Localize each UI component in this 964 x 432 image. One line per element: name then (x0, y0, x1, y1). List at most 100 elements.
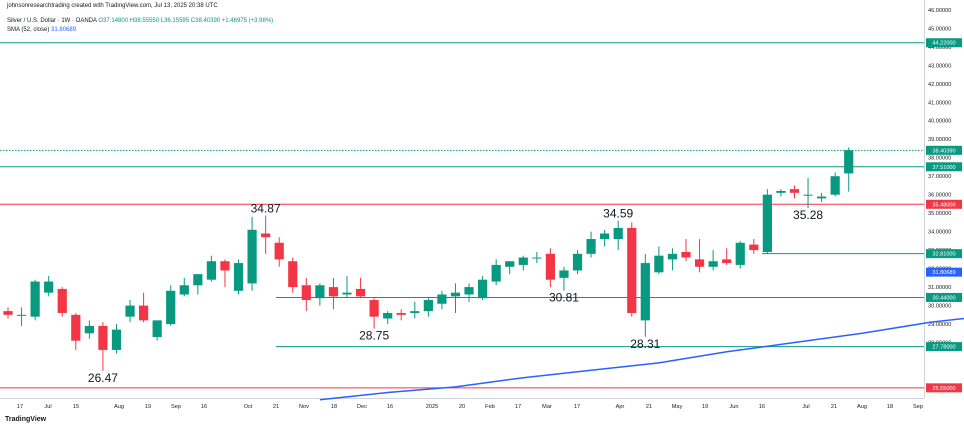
candle-body[interactable] (559, 270, 569, 278)
candle-body[interactable] (328, 287, 339, 297)
price-annotation: 30.81 (549, 291, 579, 305)
candle-body[interactable] (613, 227, 623, 240)
candle-body[interactable] (423, 300, 433, 312)
candle-body[interactable] (274, 242, 284, 260)
candle-body[interactable] (179, 285, 189, 295)
candle-body[interactable] (410, 311, 420, 313)
candle-body[interactable] (125, 305, 135, 317)
ohlc-values: O37.14800 H38.55550 L36.15595 C38.40390 … (98, 18, 274, 24)
candle-body[interactable] (735, 242, 745, 265)
candle-body[interactable] (789, 189, 800, 193)
price-label-box (926, 162, 962, 172)
price-label-box (926, 342, 962, 352)
price-label-text: 38.40390 (932, 148, 955, 154)
candle-body[interactable] (627, 227, 637, 313)
candle-body[interactable] (396, 312, 406, 315)
candle-body[interactable] (586, 239, 596, 254)
candle-body[interactable] (817, 196, 827, 199)
candle-body[interactable] (830, 176, 840, 195)
candle-body[interactable] (30, 281, 40, 317)
candle-body[interactable] (681, 251, 691, 258)
price-annotation: 28.75 (359, 329, 389, 343)
candle-body[interactable] (478, 279, 488, 299)
y-tick-label: 30.00000 (928, 304, 951, 310)
candle-body[interactable] (315, 285, 325, 299)
price-label-text: 35.48000 (932, 202, 955, 208)
x-tick-label: 21 (646, 404, 652, 410)
y-tick-label: 46.00000 (928, 8, 951, 14)
x-tick-label: 19 (145, 404, 151, 410)
candle-body[interactable] (233, 263, 244, 291)
x-tick-label: Apr (616, 404, 625, 410)
y-tick-label: 41.00000 (928, 100, 951, 106)
candle-body[interactable] (491, 264, 501, 282)
price-label-box (926, 383, 962, 393)
candle-body[interactable] (749, 244, 759, 251)
candle-body[interactable] (803, 194, 813, 196)
candle-body[interactable] (288, 261, 298, 288)
candle-body[interactable] (844, 150, 854, 174)
candle-body[interactable] (694, 259, 705, 267)
x-tick-label: Dec (357, 404, 367, 410)
candle-body[interactable] (261, 233, 271, 238)
x-tick-label: 17 (515, 404, 521, 410)
x-tick-label: Sep (171, 404, 181, 410)
x-tick-label: 20 (459, 404, 465, 410)
candle-body[interactable] (166, 290, 176, 325)
x-tick-label: Aug (114, 404, 124, 410)
candle-body[interactable] (640, 263, 650, 321)
candle-body[interactable] (532, 257, 542, 259)
candle-body[interactable] (206, 261, 216, 280)
x-tick-label: 19 (702, 404, 708, 410)
price-annotation: 34.59 (603, 207, 633, 221)
candle-body[interactable] (152, 320, 162, 338)
y-tick-label: 45.00000 (928, 26, 951, 32)
candle-body[interactable] (545, 253, 555, 280)
x-tick-label: 17 (574, 404, 580, 410)
candle-body[interactable] (220, 261, 230, 271)
candle-body[interactable] (654, 255, 664, 273)
price-label-text: 37.51000 (932, 165, 955, 171)
candle-body[interactable] (3, 311, 13, 315)
candle-body[interactable] (247, 229, 257, 284)
x-tick-label: Jun (729, 404, 738, 410)
candle-body[interactable] (722, 259, 732, 264)
candle-body[interactable] (355, 288, 366, 297)
candle-body[interactable] (464, 287, 474, 295)
candle-body[interactable] (572, 253, 583, 271)
candle-body[interactable] (708, 261, 718, 267)
sma-legend[interactable]: SMA (52, close) 31.80689 (7, 27, 76, 33)
candle-body[interactable] (139, 305, 149, 321)
candle-body[interactable] (342, 292, 352, 295)
candle-body[interactable] (762, 194, 772, 252)
candle-body[interactable] (667, 253, 678, 260)
candle-body[interactable] (111, 329, 122, 350)
candle-body[interactable] (98, 325, 108, 350)
candle-body[interactable] (437, 294, 447, 304)
candle-body[interactable] (505, 261, 515, 267)
y-tick-label: 39.00000 (928, 137, 951, 143)
candle-body[interactable] (301, 285, 311, 301)
x-tick-label: 16 (759, 404, 765, 410)
candle-body[interactable] (44, 281, 54, 293)
price-annotation: 28.31 (630, 337, 660, 351)
candle-body[interactable] (84, 325, 94, 334)
candle-body[interactable] (383, 312, 393, 319)
tradingview-logo[interactable]: TradingView (5, 416, 46, 423)
candle-body[interactable] (600, 233, 610, 240)
candle-body[interactable] (71, 314, 81, 341)
y-tick-label: 36.00000 (928, 193, 951, 199)
candle-body[interactable] (193, 274, 203, 286)
x-tick-label: 21 (273, 404, 279, 410)
candle-body[interactable] (16, 314, 27, 316)
candle-body[interactable] (57, 288, 67, 313)
candle-body[interactable] (369, 300, 379, 317)
x-tick-label: Sep (913, 404, 923, 410)
price-label-text: 27.78000 (932, 345, 955, 351)
candle-body[interactable] (450, 292, 461, 297)
candle-body[interactable] (518, 257, 528, 265)
sma-line[interactable] (319, 272, 964, 401)
y-tick-label: 35.00000 (928, 211, 951, 217)
candle-body[interactable] (776, 190, 786, 193)
